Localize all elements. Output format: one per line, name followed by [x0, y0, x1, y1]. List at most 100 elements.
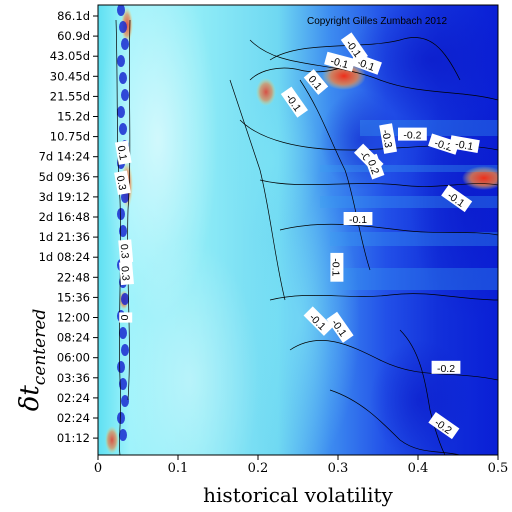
contour-label-text: 0.2: [365, 158, 381, 176]
contour-label-background: [398, 127, 427, 141]
y-axis: 86.1d 60.9d 43.05d 30.45d 21.55d 15.2d 10.75d 7…: [39, 9, 98, 445]
contour-label-background: [114, 170, 131, 195]
contour-label: -0.3: [379, 123, 397, 154]
contour-label-text: -0.3: [379, 129, 394, 149]
contour-label-background: [449, 135, 480, 154]
heatmap-blob: [117, 361, 125, 373]
contour-label-background: [119, 312, 133, 323]
heatmap-blob: [119, 429, 127, 441]
y-tick-label: 03:36: [57, 371, 90, 385]
y-tick-label: 15:36: [57, 290, 90, 304]
heatmap-blob: [117, 412, 125, 424]
y-tick-label: 06:00: [57, 351, 90, 365]
contour-label-text: 0.1: [115, 145, 129, 162]
svg-text:δtcentered: δtcentered: [15, 309, 50, 412]
contour-label-text: 0.3: [118, 266, 131, 282]
x-tick-label: 0.1: [168, 461, 189, 476]
contour-label-background: [114, 140, 132, 165]
plot-area: -0.10.1-0.1-0.1-0.1-0.2-0.2-0.1-0.3-0.10…: [98, 5, 498, 455]
heatmap-blob: [117, 208, 125, 220]
contour-line: [299, 79, 371, 271]
heatmap-streak: [320, 165, 498, 172]
heatmap-streak: [360, 120, 498, 136]
contour-label: 0: [118, 312, 133, 323]
contour-label-background: [303, 306, 334, 336]
contour-label-background: [330, 252, 344, 282]
contour-label-text: -0.1: [329, 258, 341, 276]
contour-label: -0.1: [324, 51, 356, 72]
contour-label-text: -0.2: [437, 363, 455, 375]
contour-label: -0.1: [449, 135, 480, 154]
y-tick-label: 08:24: [57, 331, 90, 345]
heatmap-blob: [119, 21, 127, 33]
heatmap-blob: [121, 293, 129, 305]
heatmap-blob: [117, 106, 125, 118]
plot-frame: [97, 4, 499, 456]
contour-label: -0.2: [398, 127, 427, 142]
y-tick-label: 60.9d: [57, 29, 90, 43]
contour-labels: -0.10.1-0.1-0.1-0.1-0.2-0.2-0.1-0.3-0.10…: [114, 32, 480, 440]
heatmap-blob: [119, 225, 127, 237]
contour-line: [289, 340, 498, 381]
heatmap-blob: [117, 5, 125, 16]
contour-label-text: -0.1: [454, 138, 474, 153]
contour-label-background: [118, 239, 134, 263]
heatmap-blob: [121, 89, 129, 101]
y-tick-label: 02:24: [57, 391, 90, 405]
contour-label-background: [303, 69, 329, 95]
heatmap-blob: [119, 378, 127, 390]
contour-line: [269, 293, 498, 301]
heatmap-blob: [117, 55, 125, 67]
y-tick-label: 21.55d: [50, 89, 90, 103]
contour-label-background: [343, 212, 373, 225]
contour-label-text: 0.3: [114, 175, 128, 192]
y-tick-label: 30.45d: [50, 69, 90, 83]
contour-line: [279, 223, 498, 236]
contour-label: 0.3: [114, 170, 131, 195]
contour-line: [229, 79, 286, 301]
y-tick-label: 12:00: [57, 311, 90, 325]
contour-label-background: [119, 261, 134, 286]
contour-line: [399, 329, 446, 455]
contour-label-text: -0.2: [403, 130, 421, 142]
y-axis-title: δtcentered: [15, 309, 50, 412]
heatmap-blob: [121, 344, 129, 356]
contour-line: [329, 389, 461, 455]
x-tick-label: 0.2: [248, 461, 269, 476]
heatmap-blob: [120, 240, 260, 455]
contour-line: [269, 37, 461, 81]
y-tick-label: 15.2d: [57, 110, 90, 124]
y-tick-label: 02:24: [57, 411, 90, 425]
y-tick-label: 5d 09:36: [39, 170, 90, 184]
contour-label: 0.3: [118, 261, 134, 286]
contour-label-text: -0.1: [329, 55, 350, 71]
contour-label-background: [324, 51, 356, 72]
x-axis-title: historical volatility: [203, 483, 393, 507]
contour-line: [249, 39, 498, 101]
y-tick-label: 10.75d: [50, 130, 90, 144]
contour-label-text: -0.1: [349, 214, 367, 226]
contour-label-background: [364, 153, 385, 180]
y-tick-label: 43.05d: [50, 49, 90, 63]
y-tick-label: 86.1d: [57, 9, 90, 23]
contour-label-background: [326, 311, 354, 343]
contour-label-background: [441, 184, 473, 213]
heatmap-blob: [119, 123, 127, 135]
contour-label-background: [431, 360, 461, 374]
y-tick-label: 3d 19:12: [39, 190, 90, 204]
contour-line: [259, 179, 498, 187]
heatmap-blob: [119, 327, 127, 339]
contour-label-text: -0.2: [433, 137, 454, 154]
contour-line: [127, 19, 131, 401]
contour-label-background: [340, 32, 368, 64]
y-axis-title-main: δt: [15, 385, 45, 412]
y-tick-label: 22:48: [57, 270, 90, 284]
heatmap-blob: [121, 395, 129, 407]
y-tick-label: 1d 21:36: [39, 230, 90, 244]
contour-label: -0.1: [329, 252, 344, 282]
contour-label: 0.3: [118, 239, 134, 263]
contour-label: 0.1: [114, 140, 132, 165]
heatmap-blob: [105, 426, 119, 454]
copyright-notice: Copyright Gilles Zumbach 2012: [307, 16, 448, 27]
